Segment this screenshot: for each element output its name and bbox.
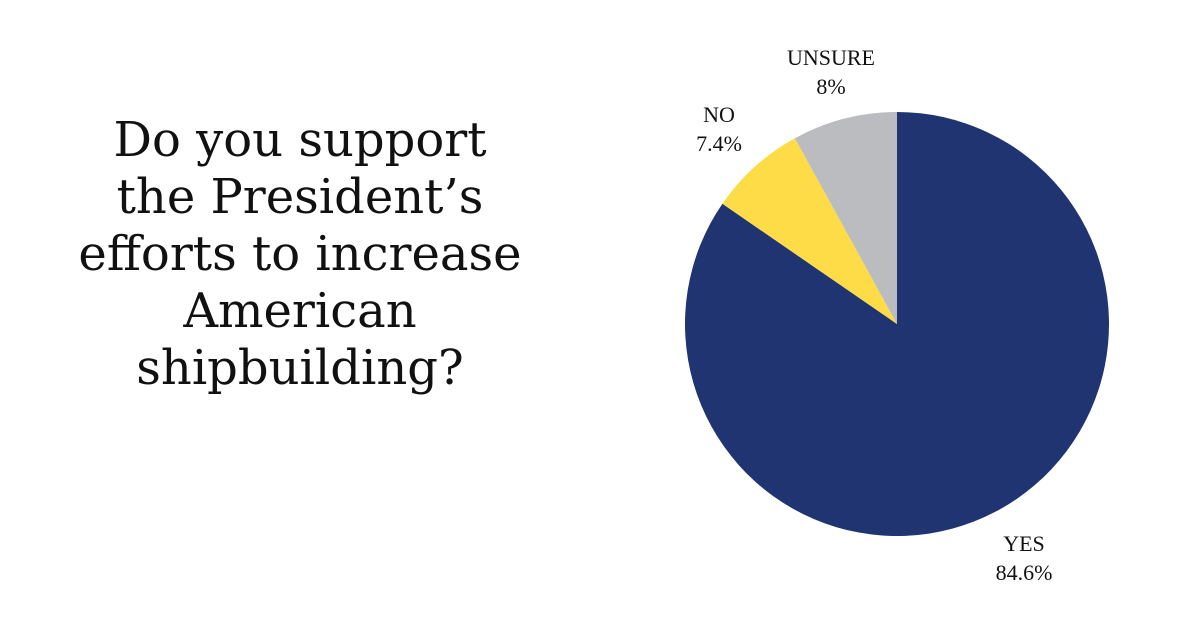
pie-slices — [684, 111, 1109, 536]
question-line: Do you support — [113, 112, 487, 168]
question-line: American — [183, 283, 417, 339]
slice-value-unsure: 8% — [816, 74, 845, 99]
slice-label-yes: YES — [1003, 531, 1045, 556]
pie-labels: YES 84.6% NO 7.4% UNSURE 8% — [696, 45, 1052, 585]
pie-slice-unsure — [794, 111, 897, 324]
slice-label-unsure: UNSURE — [787, 45, 875, 70]
pie-slice-no — [722, 138, 897, 324]
slice-value-yes: 84.6% — [996, 560, 1053, 585]
question-line: efforts to increase — [78, 226, 522, 282]
slice-value-no: 7.4% — [696, 131, 742, 156]
slice-label-no: NO — [703, 102, 735, 127]
question-line: shipbuilding? — [136, 340, 464, 396]
pie-chart: YES 84.6% NO 7.4% UNSURE 8% — [684, 45, 1109, 585]
question-text: Do you support the President’s efforts t… — [40, 112, 560, 397]
pie-slice-yes — [684, 112, 1109, 536]
question-line: the President’s — [116, 169, 484, 225]
